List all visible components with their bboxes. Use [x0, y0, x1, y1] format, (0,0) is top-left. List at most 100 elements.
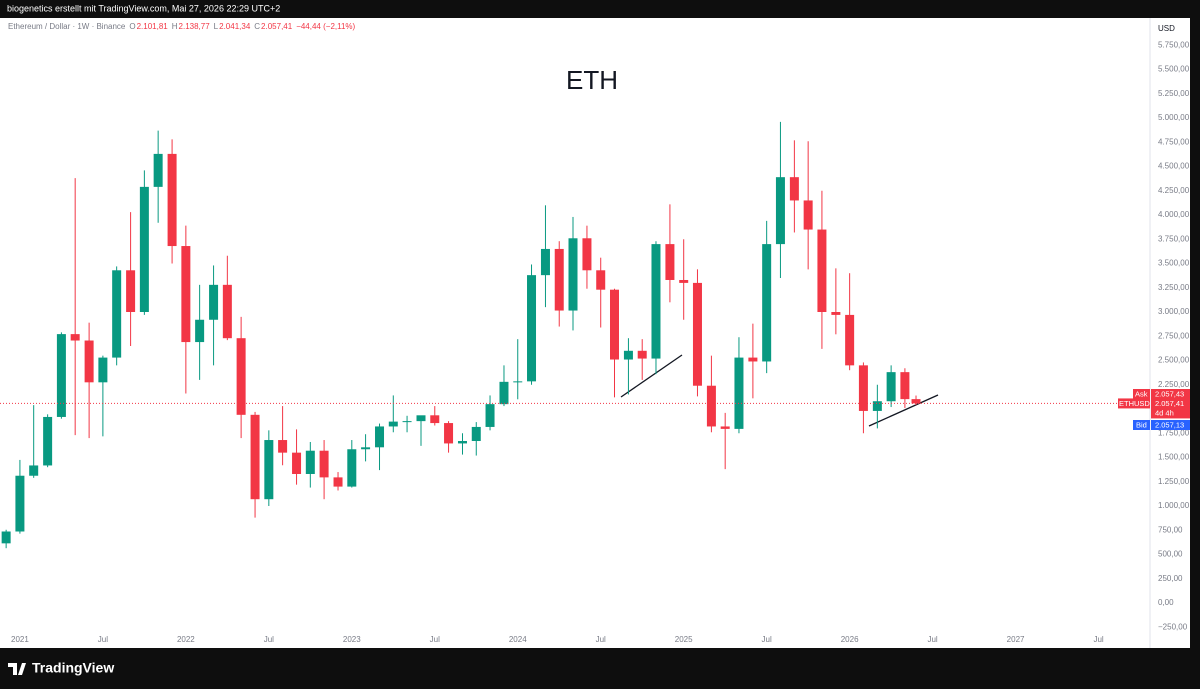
candle-body [845, 314, 855, 366]
x-tick-label: Jul [430, 635, 440, 644]
x-tick-label: 2027 [1007, 635, 1025, 644]
y-tick-label: 4.500,00 [1158, 162, 1190, 171]
y-tick-label: 5.750,00 [1158, 40, 1190, 49]
candle-body [499, 381, 509, 405]
candle-body [872, 401, 882, 411]
candle-body [471, 426, 481, 442]
candle-body [361, 447, 371, 450]
brand: TradingView [32, 660, 114, 676]
y-tick-label: 2.250,00 [1158, 380, 1190, 389]
logo-mark [8, 663, 26, 675]
x-tick-label: 2022 [177, 635, 195, 644]
legend-text: 2.041,34 [219, 22, 251, 31]
ask-label: Ask [1135, 389, 1148, 398]
candle-body [637, 350, 647, 359]
trend-line [620, 354, 683, 398]
candle-body [748, 357, 758, 362]
candle-body [29, 465, 39, 476]
candle-body [540, 248, 550, 276]
candle-body [84, 340, 94, 383]
candle-body [209, 284, 219, 320]
candle-body [70, 334, 80, 341]
candle-body [375, 426, 385, 448]
y-tick-label: 5.250,00 [1158, 89, 1190, 98]
candle-body [789, 177, 799, 201]
candle-body [775, 177, 785, 245]
candle-body [126, 270, 136, 312]
candle-body [911, 399, 921, 404]
footer-logo: TradingView [8, 660, 114, 676]
candle-body [98, 357, 108, 383]
candle-body [817, 229, 827, 312]
x-tick-label: Jul [264, 635, 274, 644]
legend-text: O [129, 22, 135, 31]
candle-body [900, 372, 910, 400]
legend-text: H [172, 22, 178, 31]
y-tick-label: 3.000,00 [1158, 307, 1190, 316]
candle-body [430, 415, 440, 424]
chart-title: ETH [566, 65, 618, 95]
candle-body [554, 248, 564, 311]
x-tick-label: Jul [762, 635, 772, 644]
candle-body [651, 244, 661, 359]
candle-body [568, 238, 578, 311]
y-tick-label: 500,00 [1158, 550, 1183, 559]
countdown: 4d 4h [1155, 408, 1174, 417]
candle-body [56, 334, 66, 417]
candle-body [167, 153, 177, 247]
legend-text: −44,44 (−2,11%) [296, 22, 355, 31]
candle-body [305, 450, 315, 474]
candle-body [292, 452, 302, 474]
y-tick-label: 4.750,00 [1158, 137, 1190, 146]
bid-tag-name [1133, 420, 1150, 430]
candle-body [333, 477, 343, 487]
candle-body [347, 449, 357, 487]
candle-body [416, 415, 426, 422]
candle-body [181, 246, 191, 343]
candle-body [527, 275, 537, 382]
y-tick-label: 5.500,00 [1158, 65, 1190, 74]
candle-body [803, 200, 813, 230]
candle-body [886, 372, 896, 402]
x-tick-label: 2021 [11, 635, 29, 644]
candle-body [457, 441, 467, 444]
legend-text: 2.101,81 [137, 22, 169, 31]
symbol-label: ETHUSD [1119, 399, 1150, 408]
candle-body [139, 186, 149, 312]
y-tick-label: 1.750,00 [1158, 428, 1190, 437]
currency: USD [1158, 24, 1175, 33]
y-tick-label: 3.750,00 [1158, 234, 1190, 243]
candle-body [236, 338, 246, 415]
y-tick-label: 2.500,00 [1158, 356, 1190, 365]
y-tick-label: −250,00 [1158, 622, 1188, 631]
legend-text: 2.138,77 [179, 22, 211, 31]
x-tick-label: Jul [927, 635, 937, 644]
legend-text: Ethereum / Dollar · 1W · Binance [8, 22, 126, 31]
legend-text: L [214, 22, 219, 31]
candle-body [222, 284, 232, 339]
candle-body [250, 414, 260, 500]
x-tick-label: 2023 [343, 635, 361, 644]
candle-body [388, 421, 398, 427]
x-tick-label: Jul [596, 635, 606, 644]
candle-body [623, 350, 633, 360]
legend-text: 2.057,41 [261, 22, 293, 31]
last-tag [1151, 398, 1190, 419]
ask-tag-name [1133, 389, 1150, 399]
candle-body [195, 319, 205, 343]
bid-price: 2.057,13 [1155, 420, 1184, 429]
candle-body [858, 365, 868, 411]
y-tick-label: 0,00 [1158, 598, 1174, 607]
y-tick-label: 1.500,00 [1158, 453, 1190, 462]
y-tick-label: 4.000,00 [1158, 210, 1190, 219]
candle-body [153, 153, 163, 187]
candle-body [734, 357, 744, 429]
y-tick-label: 3.500,00 [1158, 259, 1190, 268]
candle-body [402, 421, 412, 423]
ask-price: 2.057,43 [1155, 389, 1184, 398]
candle-body [43, 416, 53, 466]
candle-body [609, 289, 619, 360]
header-text: biogenetics erstellt mit TradingView.com… [7, 3, 280, 13]
